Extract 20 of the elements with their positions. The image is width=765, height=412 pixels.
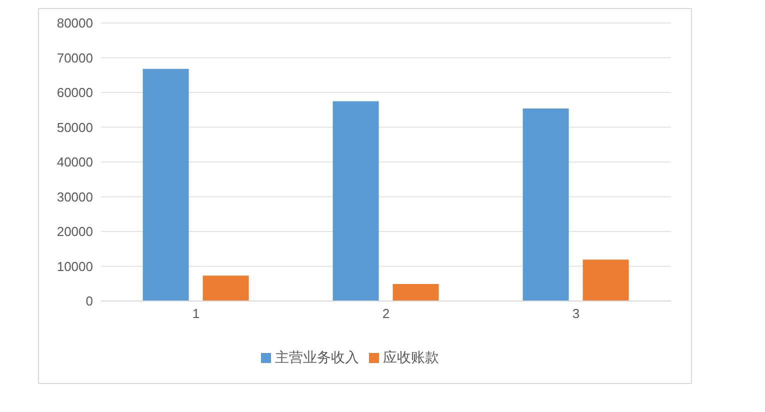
- y-tick-label: 70000: [56, 50, 93, 66]
- bar: [392, 284, 439, 301]
- y-tick-label: 20000: [56, 224, 93, 240]
- y-tick-label: 60000: [56, 85, 93, 100]
- bar: [142, 68, 189, 301]
- x-tick-label: 2: [382, 306, 390, 322]
- y-tick-label: 40000: [56, 154, 93, 170]
- bar: [332, 101, 379, 301]
- bar: [202, 276, 249, 301]
- y-tick-label: 10000: [56, 258, 93, 274]
- x-tick-label: 1: [192, 306, 200, 322]
- y-tick-label: 50000: [56, 120, 93, 135]
- y-tick-label: 80000: [56, 16, 93, 31]
- y-tick-label: 30000: [56, 189, 93, 204]
- x-tick-label: 3: [572, 306, 580, 322]
- legend-label: 主营业务收入: [275, 349, 359, 365]
- bar: [582, 260, 629, 301]
- bar: [522, 108, 569, 301]
- y-tick-label: 0: [86, 294, 93, 309]
- legend-label: 应收账款: [383, 349, 439, 365]
